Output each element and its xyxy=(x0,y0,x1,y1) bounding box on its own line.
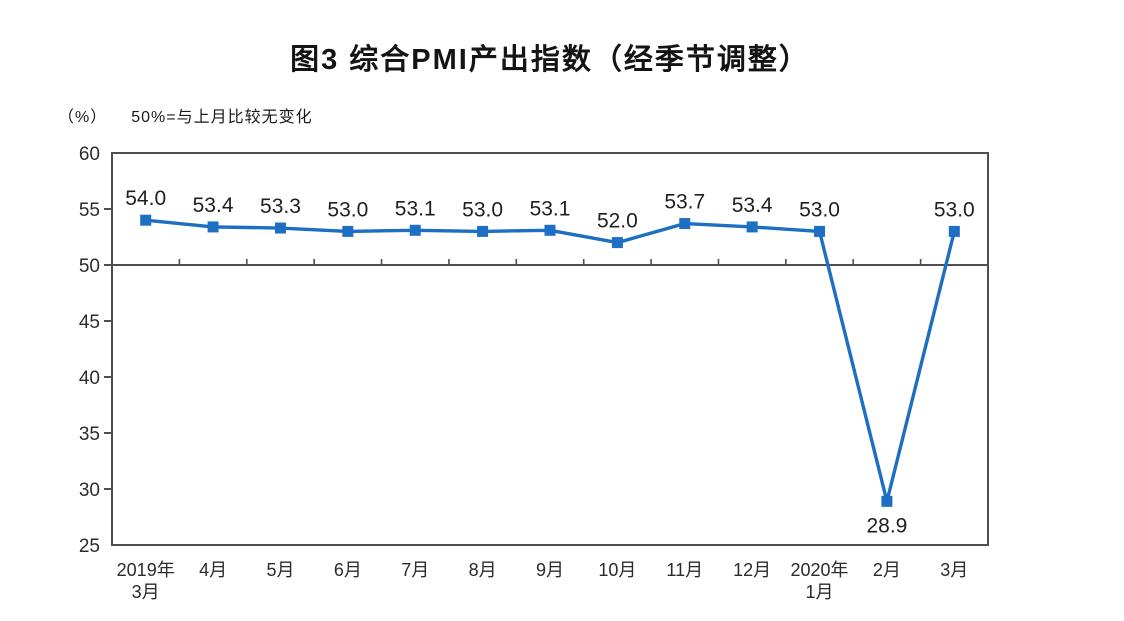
reference-line-note: 50%=与上月比较无变化 xyxy=(131,109,313,126)
y-axis-tick-label: 35 xyxy=(79,424,100,445)
data-value-label: 28.9 xyxy=(866,514,907,537)
data-value-label: 53.7 xyxy=(664,191,705,214)
data-value-label: 53.0 xyxy=(462,198,503,221)
data-point-marker xyxy=(409,224,421,236)
x-axis-label: 7月 xyxy=(401,560,429,580)
data-value-label: 53.1 xyxy=(395,197,436,220)
data-point-marker xyxy=(746,221,758,233)
data-point-marker xyxy=(814,225,826,237)
data-point-marker xyxy=(544,224,556,236)
data-point-marker xyxy=(679,218,691,230)
x-axis-label: 4月 xyxy=(199,560,227,580)
x-axis-label: 11月 xyxy=(666,560,703,580)
y-axis-tick-label: 30 xyxy=(79,480,100,501)
data-point-marker xyxy=(274,222,286,234)
data-value-label: 53.4 xyxy=(193,194,234,217)
x-axis-label: 2020年 1月 xyxy=(791,560,849,602)
x-axis-label: 9月 xyxy=(536,560,564,580)
x-axis-label: 3月 xyxy=(940,560,968,580)
data-value-label: 53.3 xyxy=(260,195,301,218)
y-axis-unit-label: （%） xyxy=(58,109,108,126)
data-point-marker xyxy=(140,214,152,226)
y-axis-tick-label: 60 xyxy=(79,144,100,165)
data-value-label: 52.0 xyxy=(597,210,638,233)
data-point-marker xyxy=(611,237,623,249)
axis-note: （%） 50%=与上月比较无变化 xyxy=(58,103,313,127)
data-point-marker xyxy=(477,225,489,237)
y-axis-tick-label: 25 xyxy=(79,536,100,557)
data-value-label: 53.0 xyxy=(327,198,368,221)
x-axis-label: 2月 xyxy=(873,560,901,580)
data-point-marker xyxy=(342,225,354,237)
x-axis-label: 8月 xyxy=(469,560,497,580)
data-value-label: 53.0 xyxy=(934,198,975,221)
data-point-marker xyxy=(881,495,893,507)
data-value-label: 53.0 xyxy=(799,198,840,221)
chart-title: 图3 综合PMI产出指数（经季节调整） xyxy=(290,44,810,76)
data-point-marker xyxy=(207,221,219,233)
plot-border xyxy=(111,152,989,546)
x-axis-label: 6月 xyxy=(334,560,362,580)
data-value-label: 54.0 xyxy=(125,187,166,210)
y-axis-tick-label: 45 xyxy=(79,312,100,333)
x-axis-label: 2019年 3月 xyxy=(117,560,175,602)
y-axis-tick-label: 50 xyxy=(79,256,100,277)
data-value-label: 53.4 xyxy=(732,194,773,217)
data-value-label: 53.1 xyxy=(530,197,571,220)
pmi-series-line xyxy=(143,218,957,504)
y-axis-tick-label: 55 xyxy=(79,200,100,221)
y-axis-tick-label: 40 xyxy=(79,368,100,389)
data-point-marker xyxy=(948,225,960,237)
x-axis-label: 10月 xyxy=(598,560,636,580)
x-axis-label: 5月 xyxy=(266,560,294,580)
x-axis-label: 12月 xyxy=(733,560,771,580)
